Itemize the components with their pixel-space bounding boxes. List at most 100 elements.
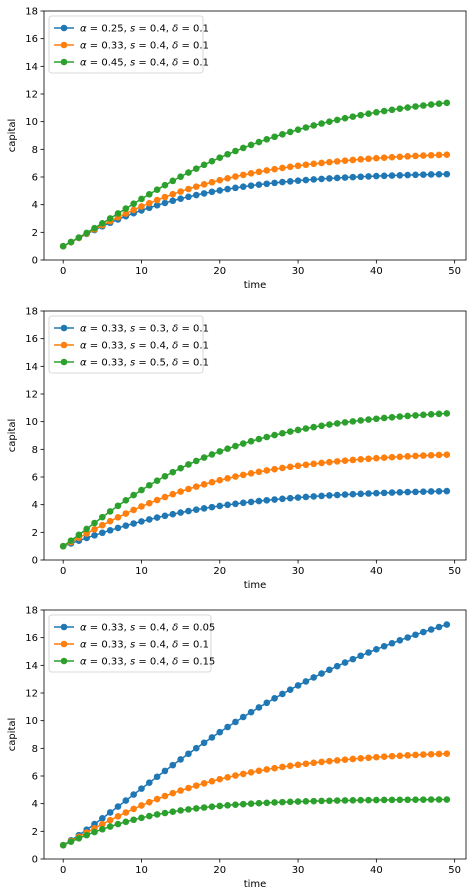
data-point xyxy=(177,787,184,794)
data-point xyxy=(208,734,216,741)
data-point xyxy=(169,177,177,185)
data-point xyxy=(114,513,122,521)
data-point xyxy=(333,491,341,499)
y-tick-label: 6 xyxy=(32,173,38,184)
data-point xyxy=(404,634,411,641)
chart-panel-3: 0 10 20 30 40 50 0 2 4 6 8 10 12 14 16 18 time capital α =… xyxy=(7,606,467,890)
y-axis-label: capital xyxy=(7,419,18,453)
data-point xyxy=(326,118,333,125)
data-point xyxy=(318,175,325,183)
data-point xyxy=(153,514,161,521)
data-point xyxy=(185,461,192,468)
data-point xyxy=(318,422,325,430)
data-point xyxy=(404,171,411,179)
data-point xyxy=(114,820,122,828)
data-point xyxy=(130,506,137,514)
legend-marker xyxy=(60,341,68,349)
x-tick-label: 0 xyxy=(60,266,66,277)
data-point xyxy=(153,773,161,781)
data-point xyxy=(365,649,372,656)
data-point xyxy=(255,435,263,443)
data-point xyxy=(333,420,341,427)
y-tick-label: 16 xyxy=(25,633,38,644)
data-point xyxy=(279,464,286,472)
data-point xyxy=(161,512,169,520)
data-point xyxy=(420,152,427,159)
data-point xyxy=(185,185,192,193)
data-point xyxy=(326,666,333,674)
data-point xyxy=(99,220,106,227)
data-point xyxy=(326,492,333,499)
data-point xyxy=(357,490,365,498)
data-point xyxy=(365,416,372,423)
data-point xyxy=(349,655,357,663)
data-point xyxy=(122,797,130,804)
chart-panel-2: 0 10 20 30 40 50 0 2 4 6 8 10 12 14 16 18 time capital α =… xyxy=(7,307,467,591)
data-point xyxy=(263,496,271,504)
data-point xyxy=(396,171,404,179)
data-point xyxy=(161,493,169,501)
data-point xyxy=(106,517,114,525)
data-point xyxy=(373,154,380,162)
data-point xyxy=(146,204,153,212)
y-tick-label: 8 xyxy=(32,145,38,156)
legend-label: α = 0.33, s = 0.4, δ = 0.15 xyxy=(80,657,215,668)
data-point xyxy=(224,150,231,158)
data-point xyxy=(161,181,169,189)
data-point xyxy=(146,812,153,820)
data-point xyxy=(396,153,404,161)
data-point xyxy=(271,695,278,702)
data-point xyxy=(427,151,435,159)
data-point xyxy=(169,197,177,205)
data-point xyxy=(263,467,271,474)
x-axis-label: time xyxy=(244,280,267,291)
data-point xyxy=(427,451,435,459)
data-point xyxy=(326,421,333,428)
legend-marker xyxy=(60,640,68,648)
data-point xyxy=(443,99,451,107)
data-point xyxy=(263,180,271,188)
data-point xyxy=(310,493,318,500)
data-point xyxy=(216,728,224,736)
y-tick-label: 16 xyxy=(25,334,38,345)
data-point xyxy=(122,510,130,517)
data-point xyxy=(247,437,255,445)
data-point xyxy=(185,507,192,515)
data-point xyxy=(138,486,145,494)
legend-box xyxy=(48,315,204,374)
data-point xyxy=(286,163,294,171)
data-point xyxy=(443,170,451,178)
data-point xyxy=(263,799,271,807)
data-point xyxy=(192,483,200,490)
data-point xyxy=(420,452,427,459)
data-point xyxy=(185,784,192,792)
data-point xyxy=(420,796,427,803)
data-point xyxy=(216,502,224,510)
y-tick-label: 10 xyxy=(25,716,38,727)
data-point xyxy=(169,761,177,769)
data-point xyxy=(412,152,419,160)
y-tick-label: 0 xyxy=(32,556,38,567)
data-point xyxy=(83,530,90,537)
data-point xyxy=(412,171,419,179)
data-point xyxy=(373,489,380,497)
data-point xyxy=(122,809,130,816)
data-point xyxy=(255,138,263,146)
data-point xyxy=(83,525,90,533)
data-point xyxy=(75,234,83,241)
data-point xyxy=(443,151,451,158)
data-point xyxy=(310,797,318,805)
legend-marker xyxy=(60,58,68,66)
data-point xyxy=(286,686,294,693)
data-point xyxy=(412,488,419,496)
data-point xyxy=(232,147,239,155)
data-point xyxy=(75,835,83,842)
data-point xyxy=(153,496,161,504)
data-point xyxy=(106,816,114,824)
data-point xyxy=(341,114,349,122)
data-point xyxy=(396,413,404,420)
data-point xyxy=(224,801,231,809)
data-point xyxy=(177,195,184,202)
data-point xyxy=(146,798,153,806)
data-point xyxy=(388,153,396,161)
